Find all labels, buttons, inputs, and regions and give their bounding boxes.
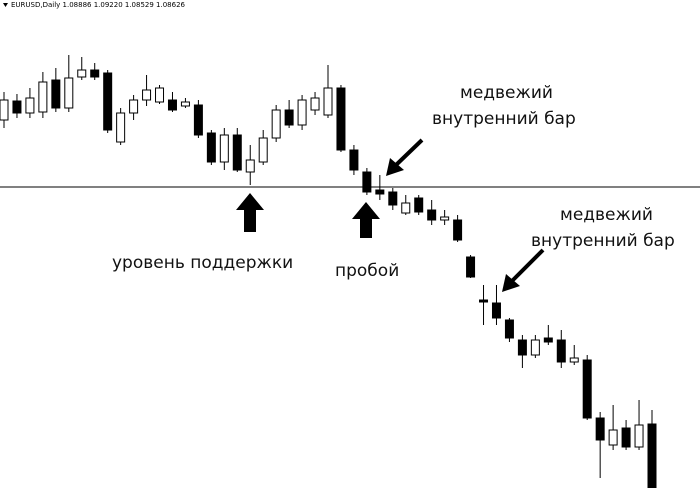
candle-body bbox=[193, 104, 203, 136]
candle-body bbox=[362, 171, 372, 193]
candle-body bbox=[77, 69, 87, 78]
candle-body bbox=[530, 339, 540, 356]
inside-bar-label: медвежий bbox=[560, 205, 653, 225]
candle-body bbox=[414, 197, 424, 213]
candle-body bbox=[25, 97, 35, 114]
candle-body bbox=[479, 299, 489, 303]
candle-body bbox=[491, 302, 501, 319]
candle-body bbox=[323, 87, 333, 116]
candle-body bbox=[180, 101, 190, 107]
menu-icon bbox=[3, 3, 8, 7]
pointer-arrow bbox=[510, 248, 545, 283]
candle-body bbox=[103, 72, 113, 131]
candle-body bbox=[427, 209, 437, 221]
annotations: уровень поддержки пробой медвежий внутре… bbox=[112, 83, 675, 292]
candle-body bbox=[129, 99, 139, 114]
breakout-label: пробой bbox=[335, 261, 399, 281]
candle-body bbox=[569, 357, 579, 363]
support-label: уровень поддержки bbox=[112, 253, 293, 273]
up-arrow bbox=[352, 202, 380, 238]
candle-body bbox=[258, 137, 268, 163]
candle-body bbox=[647, 423, 657, 488]
candle-body bbox=[517, 339, 527, 356]
candle-body bbox=[51, 79, 61, 109]
candle-body bbox=[90, 69, 100, 78]
pointer-arrow-head bbox=[386, 158, 404, 176]
candle-body bbox=[232, 134, 242, 171]
candle-body bbox=[504, 319, 514, 339]
candle-body bbox=[440, 216, 450, 221]
candle-body bbox=[38, 81, 48, 113]
candle-body bbox=[595, 417, 605, 441]
chart-title: EURUSD,Daily 1.08886 1.09220 1.08529 1.0… bbox=[11, 1, 186, 9]
candle-body bbox=[310, 97, 320, 111]
candle-body bbox=[349, 149, 359, 171]
inside-bar-label: внутренний бар bbox=[432, 109, 576, 129]
candle-body bbox=[401, 202, 411, 214]
candle-body bbox=[297, 99, 307, 126]
pointer-arrow bbox=[394, 138, 424, 167]
candle-body bbox=[453, 219, 463, 241]
candle-body bbox=[219, 134, 229, 163]
candle-body bbox=[206, 132, 216, 163]
candle-body bbox=[634, 424, 644, 448]
inside-bar-label: медвежий bbox=[460, 83, 553, 103]
candle-body bbox=[12, 100, 22, 114]
inside-bar-label: внутренний бар bbox=[531, 231, 675, 251]
candle-body bbox=[142, 89, 152, 101]
candle-body bbox=[167, 99, 177, 111]
candle-body bbox=[375, 189, 385, 195]
plot bbox=[0, 55, 700, 488]
candle-body bbox=[556, 339, 566, 363]
candle-body bbox=[284, 109, 294, 126]
candle-body bbox=[388, 191, 398, 206]
candle-body bbox=[271, 109, 281, 139]
candle-body bbox=[543, 337, 553, 343]
candle-body bbox=[336, 87, 346, 151]
candle-body bbox=[245, 159, 255, 173]
pointer-arrow-head bbox=[502, 274, 520, 292]
candle-body bbox=[116, 112, 126, 143]
candle-body bbox=[621, 427, 631, 448]
up-arrow bbox=[236, 193, 264, 232]
candle-body bbox=[608, 429, 618, 446]
candle-body bbox=[0, 99, 9, 121]
candle-body bbox=[64, 77, 74, 109]
candle-body bbox=[582, 359, 592, 419]
candle-body bbox=[155, 87, 165, 103]
candle-body bbox=[466, 256, 476, 278]
